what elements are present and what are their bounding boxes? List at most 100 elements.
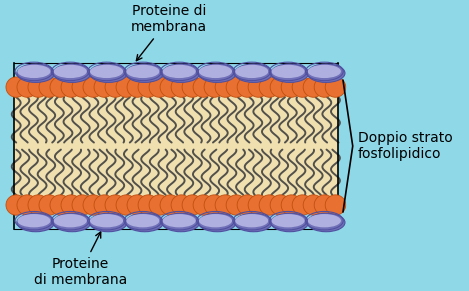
Ellipse shape — [271, 64, 309, 82]
Ellipse shape — [237, 77, 257, 97]
Ellipse shape — [308, 214, 341, 227]
Ellipse shape — [234, 64, 272, 82]
Ellipse shape — [39, 77, 60, 97]
Ellipse shape — [308, 65, 341, 78]
Ellipse shape — [28, 195, 48, 215]
Ellipse shape — [17, 213, 54, 232]
Ellipse shape — [53, 213, 91, 232]
Ellipse shape — [163, 214, 196, 227]
Ellipse shape — [90, 64, 127, 82]
Ellipse shape — [90, 214, 123, 227]
Ellipse shape — [248, 77, 269, 97]
Ellipse shape — [281, 77, 302, 97]
Ellipse shape — [163, 65, 196, 78]
Ellipse shape — [50, 77, 70, 97]
Ellipse shape — [126, 213, 164, 232]
Ellipse shape — [39, 195, 60, 215]
Bar — [14, 96, 338, 196]
Ellipse shape — [149, 195, 170, 215]
Ellipse shape — [259, 195, 280, 215]
Ellipse shape — [270, 195, 291, 215]
Ellipse shape — [199, 65, 232, 78]
Ellipse shape — [182, 77, 203, 97]
Ellipse shape — [325, 195, 346, 215]
Ellipse shape — [126, 214, 159, 227]
Ellipse shape — [226, 77, 247, 97]
Ellipse shape — [162, 64, 200, 82]
Ellipse shape — [160, 77, 181, 97]
Ellipse shape — [53, 65, 87, 78]
Ellipse shape — [28, 77, 48, 97]
Ellipse shape — [171, 77, 191, 97]
Ellipse shape — [53, 214, 87, 227]
Ellipse shape — [215, 195, 235, 215]
Ellipse shape — [94, 195, 114, 215]
Ellipse shape — [61, 195, 82, 215]
Ellipse shape — [303, 195, 324, 215]
Ellipse shape — [116, 195, 136, 215]
Ellipse shape — [198, 213, 236, 232]
Ellipse shape — [204, 195, 225, 215]
Ellipse shape — [314, 77, 335, 97]
Ellipse shape — [193, 195, 213, 215]
Ellipse shape — [271, 213, 309, 232]
Ellipse shape — [17, 77, 38, 97]
Ellipse shape — [53, 64, 91, 82]
Ellipse shape — [116, 77, 136, 97]
Ellipse shape — [292, 195, 313, 215]
Ellipse shape — [17, 64, 54, 82]
Ellipse shape — [292, 77, 313, 97]
Ellipse shape — [127, 195, 148, 215]
Text: Proteine di
membrana: Proteine di membrana — [131, 4, 207, 61]
Ellipse shape — [237, 195, 257, 215]
Ellipse shape — [94, 77, 114, 97]
Ellipse shape — [138, 195, 159, 215]
Ellipse shape — [198, 64, 236, 82]
Text: Proteine
di membrana: Proteine di membrana — [34, 232, 127, 287]
Ellipse shape — [272, 65, 305, 78]
Ellipse shape — [199, 214, 232, 227]
Ellipse shape — [307, 213, 345, 232]
Ellipse shape — [270, 77, 291, 97]
Ellipse shape — [126, 65, 159, 78]
Ellipse shape — [325, 77, 346, 97]
Ellipse shape — [171, 195, 191, 215]
Ellipse shape — [226, 195, 247, 215]
Ellipse shape — [272, 214, 305, 227]
Ellipse shape — [303, 77, 324, 97]
Ellipse shape — [193, 77, 213, 97]
Ellipse shape — [204, 77, 225, 97]
Ellipse shape — [259, 77, 280, 97]
Ellipse shape — [105, 77, 126, 97]
Ellipse shape — [162, 213, 200, 232]
Ellipse shape — [248, 195, 269, 215]
Ellipse shape — [149, 77, 170, 97]
Ellipse shape — [138, 77, 159, 97]
Ellipse shape — [234, 213, 272, 232]
Ellipse shape — [6, 77, 26, 97]
Ellipse shape — [90, 65, 123, 78]
Ellipse shape — [160, 195, 181, 215]
Ellipse shape — [6, 195, 26, 215]
Ellipse shape — [72, 77, 92, 97]
Ellipse shape — [314, 195, 335, 215]
Ellipse shape — [307, 64, 345, 82]
Ellipse shape — [61, 77, 82, 97]
Ellipse shape — [17, 195, 38, 215]
Ellipse shape — [182, 195, 203, 215]
Ellipse shape — [50, 195, 70, 215]
Ellipse shape — [83, 77, 104, 97]
Ellipse shape — [105, 195, 126, 215]
Ellipse shape — [235, 214, 268, 227]
Ellipse shape — [90, 213, 127, 232]
Ellipse shape — [215, 77, 235, 97]
Ellipse shape — [127, 77, 148, 97]
Ellipse shape — [235, 65, 268, 78]
Ellipse shape — [281, 195, 302, 215]
Ellipse shape — [126, 64, 164, 82]
Ellipse shape — [72, 195, 92, 215]
Text: Doppio strato
fosfolipidico: Doppio strato fosfolipidico — [358, 131, 453, 161]
Ellipse shape — [17, 214, 51, 227]
Ellipse shape — [17, 65, 51, 78]
Ellipse shape — [83, 195, 104, 215]
